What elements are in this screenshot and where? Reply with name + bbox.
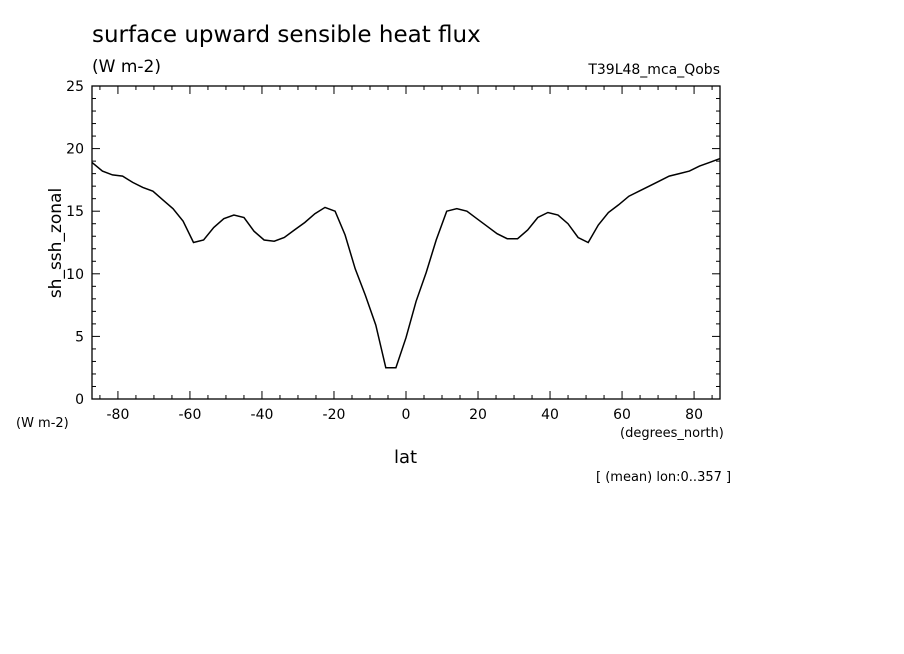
x-tick-label: 20 xyxy=(469,407,487,423)
x-tick-label: 80 xyxy=(685,407,703,423)
chart-units: (W m-2) xyxy=(92,57,161,77)
y-tick-label: 15 xyxy=(66,204,84,220)
x-axis-label: lat xyxy=(394,447,418,468)
x-tick-label: -40 xyxy=(251,407,274,423)
y-tick-label: 5 xyxy=(75,329,84,345)
y-axis-units: (W m-2) xyxy=(16,416,69,431)
x-tick-label: -20 xyxy=(323,407,346,423)
x-tick-label: 0 xyxy=(402,407,411,423)
x-tick-label: -60 xyxy=(179,407,202,423)
plot-frame xyxy=(91,85,721,400)
y-tick-label: 0 xyxy=(75,392,84,408)
run-label: T39L48_mca_Qobs xyxy=(588,62,720,78)
y-tick-label: 20 xyxy=(66,142,84,158)
x-tick-label: 60 xyxy=(613,407,631,423)
series-line xyxy=(91,157,721,369)
x-axis-units: (degrees_north) xyxy=(620,426,724,441)
averaging-note: [ (mean) lon:0..357 ] xyxy=(596,470,732,485)
chart-title: surface upward sensible heat flux xyxy=(92,22,481,48)
y-tick-label: 10 xyxy=(66,267,84,283)
x-tick-label: 40 xyxy=(541,407,559,423)
y-tick-label: 25 xyxy=(66,79,84,95)
x-tick-label: -80 xyxy=(106,407,129,423)
